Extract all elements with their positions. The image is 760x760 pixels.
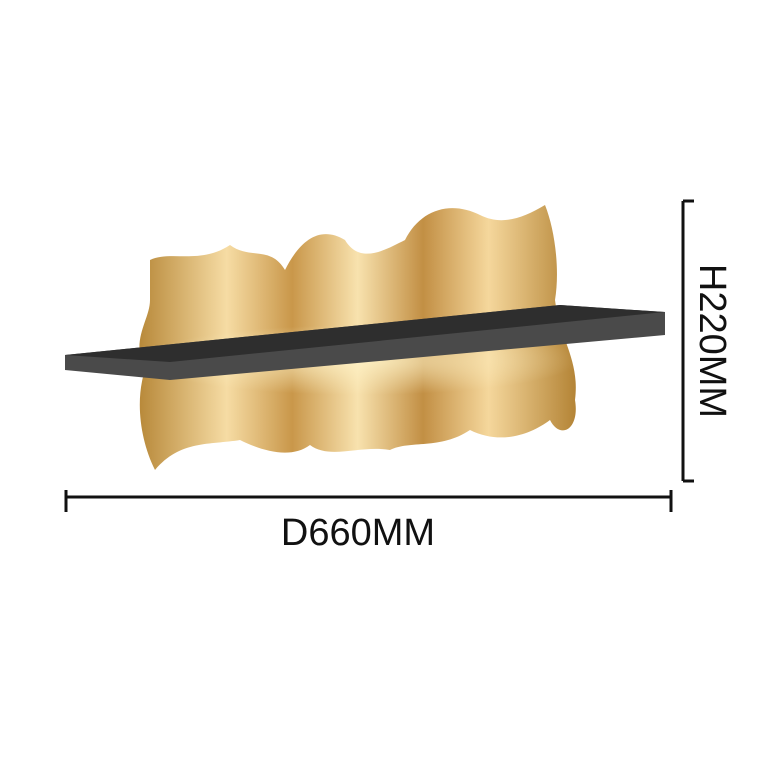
bar-top xyxy=(65,305,665,362)
lamp xyxy=(65,205,665,470)
height-label: H220MM xyxy=(691,264,733,418)
dimension-lines xyxy=(64,199,694,512)
width-label: D660MM xyxy=(281,512,435,554)
